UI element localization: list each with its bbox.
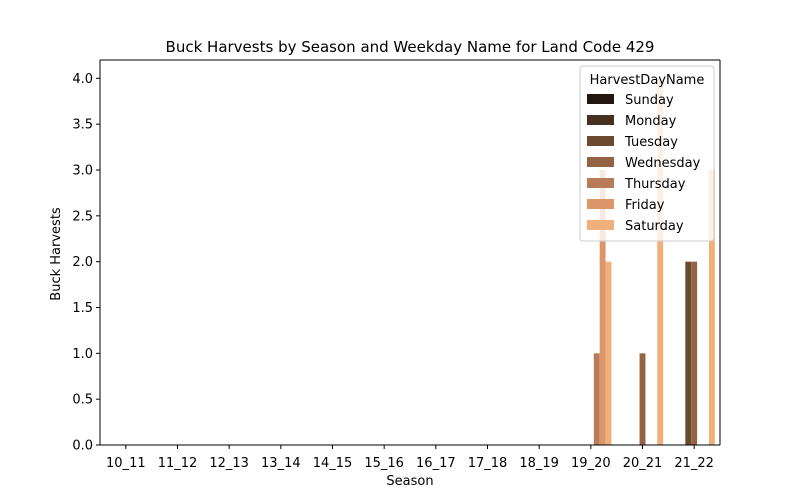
bar bbox=[657, 78, 664, 445]
legend-swatch bbox=[587, 199, 614, 209]
chart-title: Buck Harvests by Season and Weekday Name… bbox=[166, 38, 655, 56]
legend-label: Thursday bbox=[624, 177, 686, 192]
x-tick-label: 21_22 bbox=[674, 456, 714, 471]
x-tick-label: 17_18 bbox=[468, 456, 508, 471]
y-axis-label: Buck Harvests bbox=[49, 207, 64, 301]
legend-title: HarvestDayName bbox=[590, 73, 705, 88]
y-tick-label: 2.5 bbox=[72, 209, 93, 224]
bar bbox=[639, 353, 646, 445]
y-tick-label: 0.5 bbox=[72, 393, 93, 408]
legend-swatch bbox=[587, 157, 614, 167]
bar bbox=[708, 170, 715, 445]
plot-area: 0.0 0.5 1.0 1.5 2.0 2.5 3.0 3.5 4.0 10_11 11_12 12_… bbox=[72, 59, 721, 471]
legend-label: Tuesday bbox=[624, 135, 678, 150]
x-axis-label: Season bbox=[386, 474, 433, 489]
legend-label: Friday bbox=[625, 198, 665, 213]
legend-swatch bbox=[587, 115, 614, 125]
x-tick-label: 20_21 bbox=[623, 456, 663, 471]
bar bbox=[691, 261, 698, 445]
x-tick-label: 18_19 bbox=[519, 456, 559, 471]
legend-swatch bbox=[587, 220, 614, 230]
y-tick-label: 3.5 bbox=[72, 118, 93, 133]
legend-swatch bbox=[587, 94, 614, 104]
legend-swatch bbox=[587, 136, 614, 146]
y-tick-label: 1.5 bbox=[72, 301, 93, 316]
x-tick-label: 12_13 bbox=[209, 456, 249, 471]
y-tick-label: 0.0 bbox=[72, 439, 93, 454]
x-tick-label: 16_17 bbox=[416, 456, 456, 471]
bar bbox=[599, 170, 606, 445]
x-tick-label: 10_11 bbox=[106, 456, 146, 471]
legend-box bbox=[579, 65, 715, 242]
legend-label: Saturday bbox=[625, 219, 684, 234]
y-tick-label: 2.0 bbox=[72, 255, 93, 270]
x-tick-label: 11_12 bbox=[158, 456, 198, 471]
x-tick-label: 15_16 bbox=[364, 456, 404, 471]
x-tick-label: 19_20 bbox=[571, 456, 611, 471]
legend-label: Wednesday bbox=[625, 156, 701, 171]
x-tick-label: 14_15 bbox=[313, 456, 353, 471]
y-tick-label: 3.0 bbox=[72, 164, 93, 179]
y-tick-label: 4.0 bbox=[72, 72, 93, 87]
bar bbox=[685, 261, 692, 445]
bar bbox=[605, 261, 612, 445]
legend: HarvestDayName Sunday Monday Tuesday Wednesd… bbox=[579, 65, 715, 242]
legend-label: Monday bbox=[625, 114, 677, 129]
bar bbox=[593, 353, 600, 445]
x-tick-label: 13_14 bbox=[261, 456, 301, 471]
legend-label: Sunday bbox=[625, 93, 674, 108]
legend-swatch bbox=[587, 178, 614, 188]
y-tick-label: 1.0 bbox=[72, 347, 93, 362]
